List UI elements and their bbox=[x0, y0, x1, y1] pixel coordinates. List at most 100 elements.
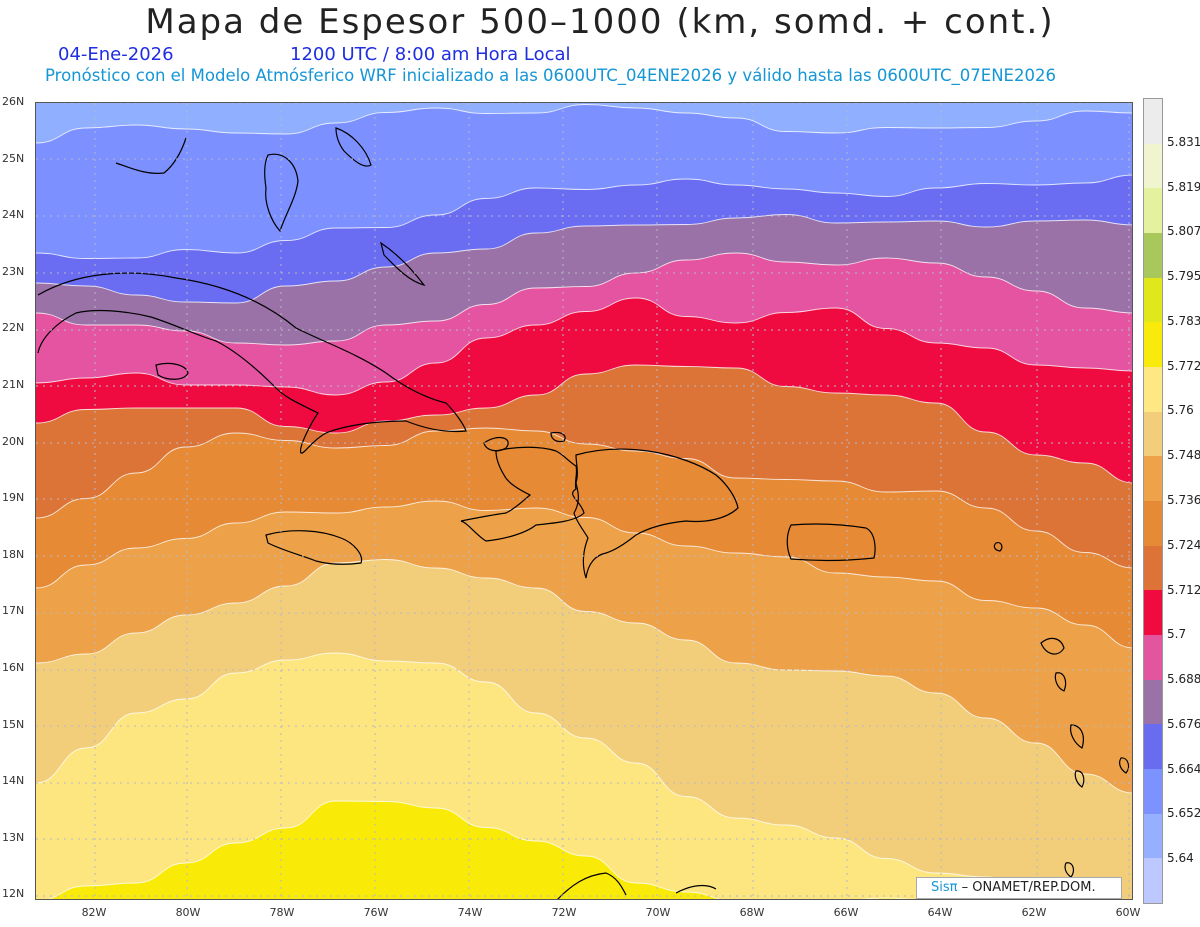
contour-line bbox=[36, 297, 1132, 396]
colorbar-label: 5.64 bbox=[1167, 851, 1194, 866]
colorbar-swatch bbox=[1144, 501, 1162, 546]
colorbar-swatch bbox=[1144, 322, 1162, 368]
latitude-label: 25N bbox=[2, 151, 25, 165]
latitude-label: 21N bbox=[2, 378, 25, 391]
longitude-label: 72W bbox=[551, 906, 577, 919]
coastlines bbox=[37, 127, 1130, 899]
contour-line bbox=[36, 427, 1132, 569]
colorbar-label: 5.819 bbox=[1167, 179, 1200, 194]
latitude-label: 19N bbox=[2, 491, 25, 505]
barbados-coastline bbox=[1119, 757, 1130, 774]
latitude-label: 17N bbox=[2, 604, 25, 618]
contour-line bbox=[36, 559, 1132, 794]
colorbar-label: 5.783 bbox=[1167, 313, 1200, 328]
colorbar-swatch bbox=[1144, 545, 1162, 591]
colorbar-swatch bbox=[1144, 99, 1162, 144]
latitude-label: 12N bbox=[2, 887, 25, 901]
colorbar-swatch bbox=[1144, 277, 1162, 323]
longitude-label: 80W bbox=[175, 906, 201, 919]
latitude-label: 13N bbox=[2, 830, 25, 844]
great-inagua-coastline bbox=[483, 436, 509, 452]
colorbar-label: 5.736 bbox=[1167, 493, 1200, 507]
forecast-subtitle: Pronóstico con el Modelo Atmósferico WRF… bbox=[45, 66, 1056, 85]
cuba-coastline bbox=[37, 272, 467, 454]
florida-keys-coastline bbox=[115, 137, 187, 174]
latitude-label: 15N bbox=[2, 717, 25, 731]
jamaica-coastline bbox=[265, 530, 363, 565]
thickness-bands bbox=[36, 103, 1132, 899]
latitude-label: 20N bbox=[2, 434, 25, 448]
colorbar-label: 5.712 bbox=[1167, 582, 1200, 597]
contour-line bbox=[47, 800, 1117, 899]
colorbar-swatch bbox=[1144, 769, 1162, 814]
colorbar-label: 5.831 bbox=[1167, 134, 1200, 149]
colorbar-label: 5.76 bbox=[1167, 403, 1194, 418]
colorbar-label: 5.664 bbox=[1167, 761, 1200, 776]
colorbar-swatch bbox=[1144, 233, 1162, 278]
forecast-time: 1200 UTC / 8:00 am Hora Local bbox=[290, 44, 571, 65]
colorbar-swatch bbox=[1144, 813, 1162, 859]
map-area[interactable] bbox=[35, 102, 1133, 900]
longitude-label: 66W bbox=[833, 906, 859, 919]
longitude-label: 82W bbox=[81, 906, 107, 919]
thickness-band bbox=[287, 854, 396, 899]
colorbar-swatch bbox=[1144, 590, 1162, 636]
longitude-label: 68W bbox=[739, 906, 765, 919]
colorbar bbox=[1143, 98, 1163, 904]
antigua-coastline bbox=[993, 542, 1003, 552]
colorbar-swatch bbox=[1144, 411, 1162, 457]
colorbar-label: 5.676 bbox=[1167, 716, 1200, 731]
colorbar-swatch bbox=[1144, 143, 1162, 189]
forecast-date: 04-Ene-2026 bbox=[58, 44, 174, 65]
latitude-label: 23N bbox=[2, 264, 25, 278]
latitude-label: 16N bbox=[2, 661, 25, 674]
colorbar-label: 5.652 bbox=[1167, 806, 1200, 821]
longitude-label: 62W bbox=[1021, 906, 1047, 919]
colorbar-swatch bbox=[1144, 858, 1162, 904]
longitude-label: 78W bbox=[269, 906, 295, 919]
colorbar-label: 5.7 bbox=[1167, 627, 1187, 642]
venezuela-coastline bbox=[557, 872, 717, 899]
contour-line bbox=[36, 174, 1132, 259]
longitude-label: 70W bbox=[645, 906, 671, 919]
longitude-label: 60W bbox=[1115, 906, 1141, 919]
longitude-label: 64W bbox=[927, 906, 953, 919]
colorbar-label: 5.772 bbox=[1167, 358, 1200, 373]
dominican-coastline bbox=[573, 448, 739, 579]
bahamas-andros-coastline bbox=[264, 153, 299, 233]
bahamas-abaco-coastline bbox=[335, 127, 372, 167]
turks-coastline bbox=[550, 431, 566, 443]
latitude-label: 26N bbox=[2, 95, 25, 108]
latitude-label: 22N bbox=[2, 321, 25, 335]
latitude-label: 18N bbox=[2, 547, 25, 561]
haiti-coastline bbox=[460, 446, 585, 542]
thickness-map bbox=[36, 103, 1132, 899]
contour-line bbox=[36, 652, 1113, 899]
bahamas-chain-coastline bbox=[380, 241, 426, 286]
latitude-label: 14N bbox=[2, 774, 25, 788]
contour-line bbox=[36, 364, 1132, 484]
st-lucia-coastline bbox=[1074, 770, 1085, 788]
colorbar-swatch bbox=[1144, 456, 1162, 502]
contour-line bbox=[36, 214, 1132, 304]
contour-line bbox=[36, 252, 1132, 346]
longitude-label: 74W bbox=[457, 906, 483, 919]
colorbar-swatch bbox=[1144, 679, 1162, 725]
credit-text: – ONAMET/REP.DOM. bbox=[957, 880, 1096, 895]
martinique-coastline bbox=[1069, 724, 1084, 749]
contour-line bbox=[36, 104, 1132, 144]
lat-lon-grid bbox=[36, 103, 1132, 899]
contour-lines bbox=[36, 104, 1132, 899]
colorbar-label: 5.807 bbox=[1167, 224, 1200, 239]
colorbar-swatch bbox=[1144, 367, 1162, 412]
colorbar-swatch bbox=[1144, 724, 1162, 770]
colorbar-label: 5.748 bbox=[1167, 448, 1200, 463]
colorbar-swatch bbox=[1144, 188, 1162, 234]
guadeloupe-coastline bbox=[1040, 637, 1065, 655]
credit-brand: Sisπ bbox=[931, 880, 958, 895]
latitude-label: 24N bbox=[2, 208, 25, 222]
contour-line bbox=[36, 500, 1132, 649]
colorbar-swatch bbox=[1144, 635, 1162, 680]
credit-box: Sisπ – ONAMET/REP.DOM. bbox=[916, 877, 1122, 899]
colorbar-label: 5.688 bbox=[1167, 672, 1200, 687]
